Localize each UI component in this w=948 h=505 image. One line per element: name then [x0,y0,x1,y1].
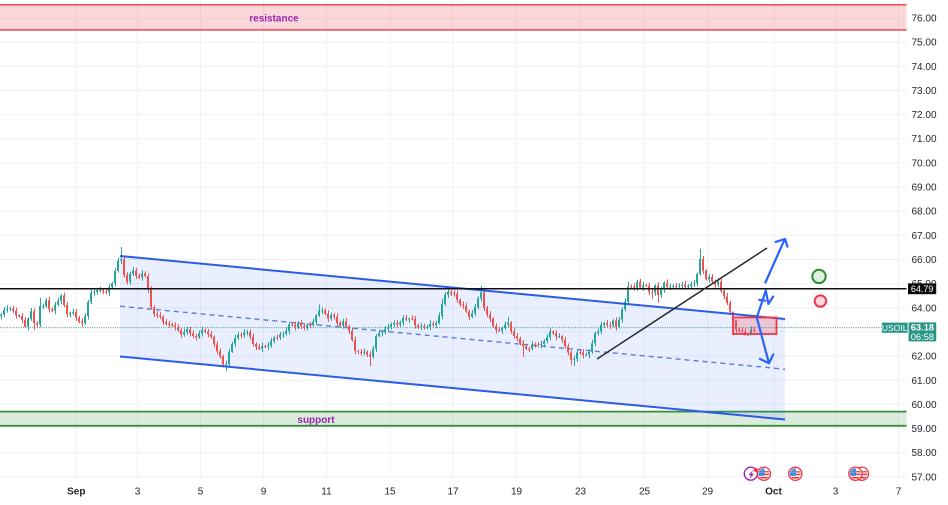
svg-text:59.00: 59.00 [912,424,937,435]
svg-text:Oct: Oct [765,487,782,498]
svg-text:29: 29 [702,487,714,498]
svg-text:64.00: 64.00 [912,303,937,314]
svg-text:70.00: 70.00 [912,158,937,169]
svg-text:Sep: Sep [67,487,85,498]
svg-text:11: 11 [321,487,332,498]
svg-text:68.00: 68.00 [912,207,937,218]
svg-text:3: 3 [833,487,839,498]
svg-text:06:58: 06:58 [911,332,934,342]
svg-text:3: 3 [135,487,141,498]
svg-text:60.00: 60.00 [912,400,937,411]
svg-text:23: 23 [575,487,587,498]
svg-text:71.00: 71.00 [912,134,937,145]
svg-text:9: 9 [261,487,267,498]
svg-text:63.18: 63.18 [911,323,934,333]
svg-text:resistance: resistance [249,13,299,24]
svg-text:19: 19 [511,487,523,498]
svg-text:support: support [297,415,335,426]
svg-text:USOIL: USOIL [882,323,908,333]
svg-text:73.00: 73.00 [912,86,937,97]
svg-text:66.00: 66.00 [912,255,937,266]
svg-text:25: 25 [639,487,651,498]
svg-text:75.00: 75.00 [912,38,937,49]
svg-text:76.00: 76.00 [912,14,937,25]
svg-text:72.00: 72.00 [912,110,937,121]
svg-text:57.00: 57.00 [912,472,937,483]
svg-text:69.00: 69.00 [912,183,937,194]
svg-text:15: 15 [384,487,396,498]
svg-text:67.00: 67.00 [912,231,937,242]
svg-text:17: 17 [447,487,459,498]
svg-text:64.79: 64.79 [911,284,934,294]
svg-text:58.00: 58.00 [912,448,937,459]
svg-text:61.00: 61.00 [912,376,937,387]
svg-text:5: 5 [198,487,204,498]
svg-text:74.00: 74.00 [912,62,937,73]
svg-text:62.00: 62.00 [912,352,937,363]
svg-text:7: 7 [896,487,902,498]
